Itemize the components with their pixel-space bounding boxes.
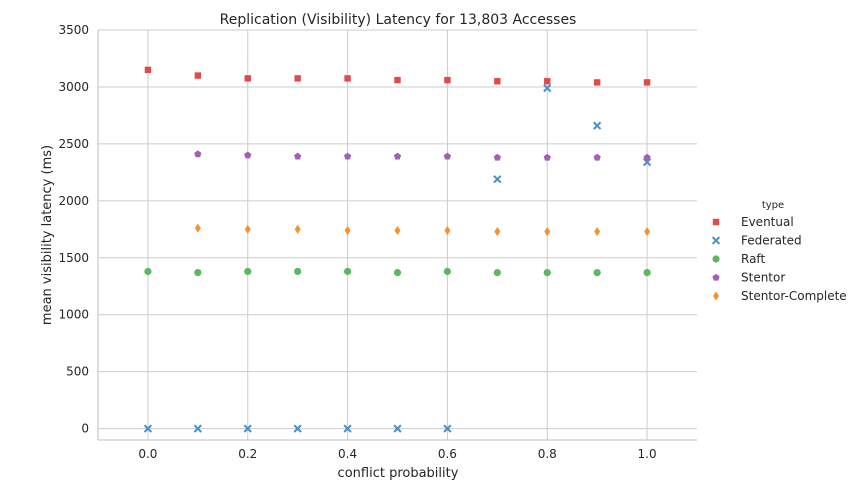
legend-item: Stentor [712, 271, 785, 285]
data-point [294, 267, 302, 276]
series-stentor [194, 150, 651, 161]
legend-marker [711, 236, 721, 245]
data-point [494, 226, 501, 237]
x-axis-title: conflict probability [338, 466, 459, 481]
axes [97, 30, 697, 441]
x-tick-label: 0.8 [538, 447, 557, 461]
data-point [294, 75, 301, 82]
data-point [593, 153, 601, 161]
data-point [594, 226, 601, 237]
y-tick-label: 3000 [58, 80, 89, 94]
data-point [544, 78, 551, 85]
series-raft [144, 267, 651, 277]
series-federated [143, 83, 652, 433]
data-point [444, 225, 451, 236]
legend-item: Stentor-Complete [713, 289, 847, 303]
x-tick-label: 1.0 [638, 447, 657, 461]
legend-item: Eventual [712, 215, 794, 229]
x-tick-label: 0.0 [138, 447, 157, 461]
data-point [343, 424, 352, 433]
data-point [144, 66, 152, 74]
data-point [293, 424, 302, 433]
data-point [344, 75, 351, 82]
data-point [543, 268, 551, 277]
legend-marker [712, 218, 720, 226]
data-point [543, 83, 552, 93]
data-point [443, 424, 452, 433]
data-point [143, 424, 153, 433]
data-point [494, 78, 501, 85]
y-tick-labels: 0 500 1000 1500 2000 2500 3000 3500 [58, 23, 89, 436]
y-axis-title: mean visibility latency (ms) [40, 145, 55, 325]
data-point [643, 79, 651, 86]
data-point [593, 268, 601, 277]
data-point [194, 72, 202, 79]
legend-label: Federated [741, 234, 802, 248]
legend-label: Raft [741, 252, 765, 266]
x-tick-labels: 0.0 0.2 0.4 0.6 0.8 1.0 [138, 447, 656, 461]
y-tick-label: 1000 [58, 308, 89, 322]
data-point [493, 153, 501, 161]
legend-item: Raft [712, 252, 765, 266]
y-tick-label: 2500 [58, 137, 89, 151]
data-points [143, 66, 652, 433]
data-point [393, 424, 402, 433]
chart-title: Replication (Visibility) Latency for 13,… [220, 12, 577, 28]
data-point [193, 424, 202, 433]
legend-label: Stentor [741, 271, 785, 285]
legend-label: Eventual [741, 215, 794, 229]
data-point [393, 268, 402, 277]
x-tick-label: 0.2 [238, 447, 257, 461]
legend: type Eventual Federated Raft Stentor Stentor… [711, 200, 847, 303]
data-point [644, 226, 651, 237]
series-stentor-complete [194, 223, 651, 237]
data-point [194, 268, 202, 277]
series-eventual [144, 66, 651, 86]
data-point [443, 267, 452, 276]
legend-marker [713, 291, 719, 301]
y-tick-label: 3500 [58, 23, 89, 37]
data-point [493, 175, 502, 184]
data-point [593, 121, 602, 130]
data-point [643, 153, 651, 161]
data-point [194, 223, 201, 233]
data-point [343, 152, 352, 160]
data-point [294, 152, 302, 160]
data-point [643, 268, 651, 277]
data-point [194, 150, 202, 158]
data-point [344, 225, 351, 236]
data-point [244, 224, 251, 234]
data-point [343, 267, 352, 276]
legend-item: Federated [711, 234, 802, 248]
data-point [444, 76, 451, 84]
data-point [544, 226, 551, 237]
legend-label: Stentor-Complete [741, 289, 847, 303]
legend-title: type [762, 200, 784, 211]
legend-marker [712, 273, 720, 281]
data-point [244, 151, 252, 159]
legend-marker [712, 255, 720, 263]
data-point [144, 267, 152, 276]
data-point [294, 224, 301, 234]
y-tick-label: 500 [66, 365, 89, 379]
data-point [443, 152, 452, 160]
data-point [393, 152, 402, 160]
data-point [493, 268, 501, 277]
y-tick-label: 2000 [58, 194, 89, 208]
data-point [243, 424, 252, 433]
x-tick-label: 0.6 [438, 447, 457, 461]
data-point [543, 153, 551, 161]
x-tick-label: 0.4 [338, 447, 357, 461]
legend-items: Eventual Federated Raft Stentor Stentor-Comp… [711, 215, 847, 303]
data-point [394, 76, 401, 84]
data-point [593, 79, 601, 86]
data-point [394, 225, 401, 236]
y-tick-label: 0 [81, 422, 89, 436]
data-point [244, 75, 251, 82]
y-tick-label: 1500 [58, 251, 89, 265]
data-point [244, 267, 252, 276]
